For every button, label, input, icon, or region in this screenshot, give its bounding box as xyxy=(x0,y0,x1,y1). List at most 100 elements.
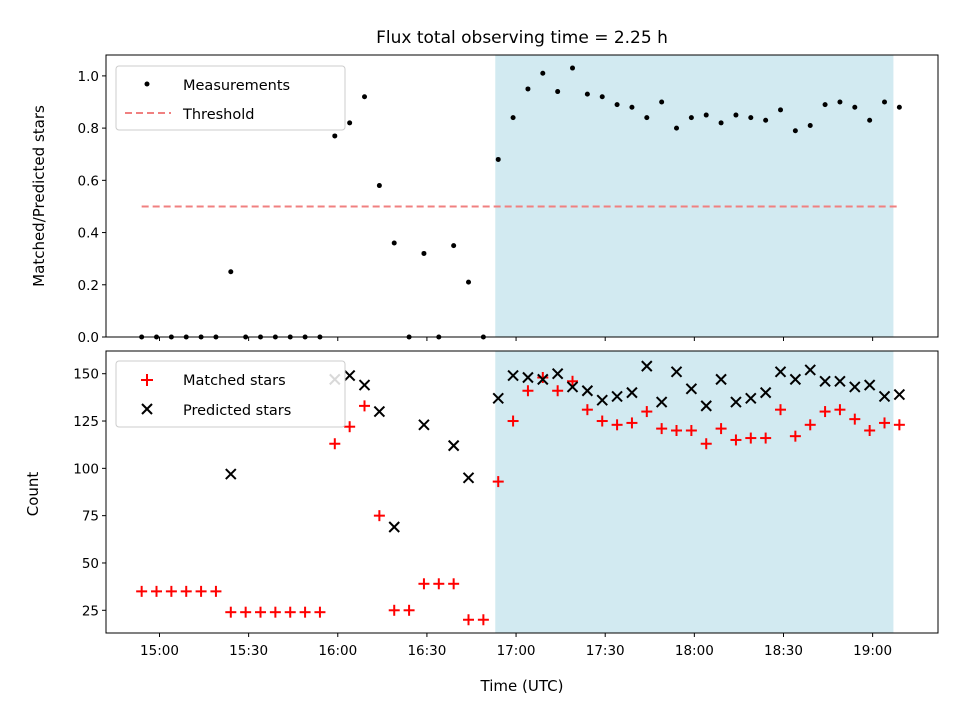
predicted-stars-point xyxy=(358,379,371,391)
predicted-stars-point xyxy=(596,394,608,406)
top-panel: 0.0 0.2 0.4 0.6 0.8 1.0 Matched/Predicted sta… xyxy=(30,54,939,346)
matched-stars-point xyxy=(730,434,742,446)
measurement-point xyxy=(540,70,546,76)
legend-matched-label: Matched stars xyxy=(183,373,286,389)
predicted-stars-point xyxy=(462,472,475,484)
predicted-stars-point xyxy=(373,405,386,418)
y-tick-label: 0.2 xyxy=(78,278,99,294)
matched-stars-point xyxy=(879,417,891,429)
predicted-stars-point xyxy=(819,375,831,387)
bottom-panel: 25 50 75 100 125 150 15:00 15:30 16:00 16:30 17:0… xyxy=(24,350,939,695)
legend-measurements-marker xyxy=(144,81,150,87)
measurement-point xyxy=(525,86,531,92)
matched-stars-point xyxy=(775,404,787,416)
matched-stars-point xyxy=(373,510,385,522)
predicted-stars-point xyxy=(804,364,816,376)
top-panel-frame xyxy=(105,54,939,338)
predicted-stars-point xyxy=(537,373,549,386)
measurement-point xyxy=(570,65,576,71)
measurement-point xyxy=(688,115,694,121)
predicted-stars-point xyxy=(863,379,876,391)
measurement-point xyxy=(332,133,338,139)
matched-stars-point xyxy=(299,606,311,618)
predicted-stars-point xyxy=(522,371,534,384)
matched-stars-point xyxy=(269,606,281,618)
bottom-y-ticks: 25 50 75 100 125 150 xyxy=(73,367,106,619)
matched-stars-point xyxy=(195,585,207,597)
y-tick-label: 0.8 xyxy=(78,121,99,137)
legend-predicted-marker xyxy=(141,403,153,415)
top-legend-box xyxy=(115,65,346,131)
predicted-stars-point xyxy=(551,368,564,380)
measurement-point xyxy=(896,104,902,110)
matched-stars-point xyxy=(314,606,326,618)
matched-stars-point xyxy=(448,578,460,590)
predicted-stars-point xyxy=(849,381,861,393)
predicted-stars-point xyxy=(492,392,504,405)
predicted-stars-point xyxy=(789,373,802,386)
measurement-point xyxy=(674,125,680,131)
matched-stars-point xyxy=(165,585,177,597)
predicted-stars-point xyxy=(715,373,727,386)
y-tick-label: 150 xyxy=(73,367,99,383)
matched-stars-point xyxy=(136,585,148,597)
matched-stars-point xyxy=(849,413,861,425)
top-y-ticks: 0.0 0.2 0.4 0.6 0.8 1.0 xyxy=(78,69,106,346)
matched-stars-point xyxy=(151,585,163,597)
matched-stars-point xyxy=(403,604,415,616)
bottom-legend-box xyxy=(115,360,346,428)
matched-stars-point xyxy=(240,606,252,618)
legend-predicted-label: Predicted stars xyxy=(183,403,291,419)
measurement-point xyxy=(703,112,709,118)
predicted-stars-point xyxy=(611,390,623,403)
y-tick-label: 75 xyxy=(82,509,99,525)
measurement-point xyxy=(466,279,472,285)
matched-stars-point xyxy=(834,404,846,416)
predicted-stars-point xyxy=(388,521,400,533)
matched-stars-point xyxy=(210,585,222,597)
matched-stars-point xyxy=(804,419,816,431)
y-tick-label: 0.0 xyxy=(78,330,99,346)
matched-stars-point xyxy=(418,578,430,590)
measurement-point xyxy=(837,99,843,105)
matched-stars-point xyxy=(329,438,341,450)
matched-stars-point xyxy=(255,606,267,618)
predicted-stars-point xyxy=(834,375,846,387)
bottom-x-ticks: 15:00 15:30 16:00 16:30 17:00 17:30 18:00 18:30… xyxy=(140,633,892,659)
matched-stars-point xyxy=(819,406,831,418)
shaded-observing-span-top xyxy=(495,55,894,337)
y-tick-label: 125 xyxy=(73,414,99,430)
matched-stars-point xyxy=(864,424,876,436)
predicted-stars-point xyxy=(730,396,742,408)
bottom-legend: Matched stars Predicted stars xyxy=(115,360,346,428)
predicted-stars-point xyxy=(893,388,906,401)
x-tick-label: 18:00 xyxy=(675,643,714,659)
measurement-point xyxy=(599,94,605,100)
predicted-stars-point xyxy=(626,386,638,399)
measurement-point xyxy=(718,120,724,126)
matched-stars-point xyxy=(567,375,579,387)
x-tick-label: 17:00 xyxy=(497,643,536,659)
x-tick-label: 17:30 xyxy=(586,643,625,659)
matched-stars-point xyxy=(685,424,697,436)
legend-matched-marker xyxy=(141,374,153,386)
top-legend: Measurements Threshold xyxy=(115,65,346,131)
measurement-point xyxy=(867,117,873,123)
matched-stars-point xyxy=(537,371,549,383)
matched-stars-point xyxy=(671,424,683,436)
measurement-point xyxy=(644,115,650,121)
measurement-point xyxy=(362,94,368,100)
measurement-point xyxy=(555,89,561,95)
matched-stars-point xyxy=(359,400,371,412)
matched-stars-point xyxy=(552,385,564,397)
measurement-point xyxy=(733,112,739,118)
y-tick-label: 25 xyxy=(82,603,99,619)
shaded-observing-span-bottom xyxy=(495,351,894,633)
measurement-point xyxy=(807,123,813,128)
y-tick-label: 0.6 xyxy=(78,173,99,189)
predicted-stars-point xyxy=(343,369,356,382)
measurement-point xyxy=(391,240,397,246)
measurement-point xyxy=(822,102,828,108)
predicted-stars-point xyxy=(670,366,683,378)
